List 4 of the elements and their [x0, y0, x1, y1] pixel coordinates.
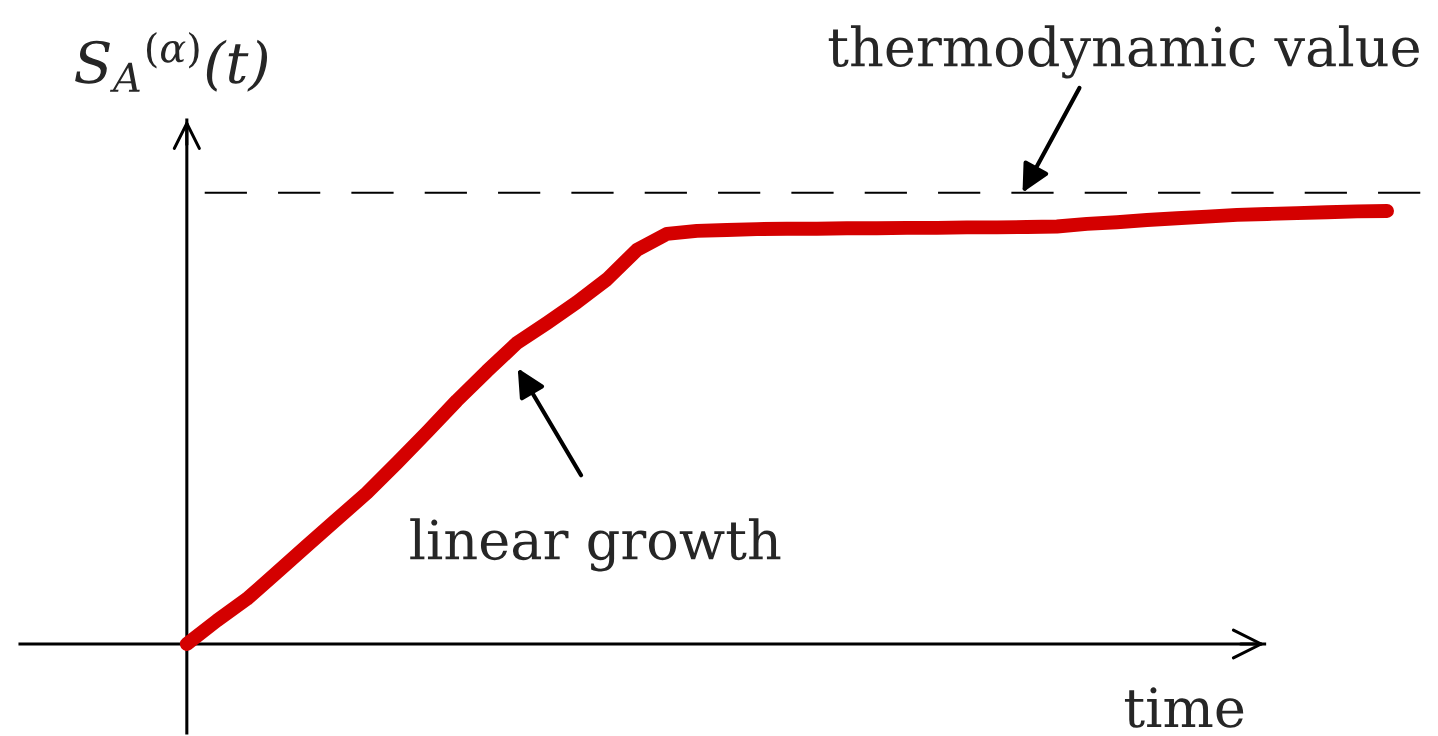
ref-line-label: thermodynamic value	[828, 25, 1419, 79]
annotation: linear growth	[410, 518, 781, 572]
x-axis-title: time	[1124, 687, 1244, 728]
y-axis-title: S$_{A}$$^{(α)}$(t)	[75, 31, 268, 92]
